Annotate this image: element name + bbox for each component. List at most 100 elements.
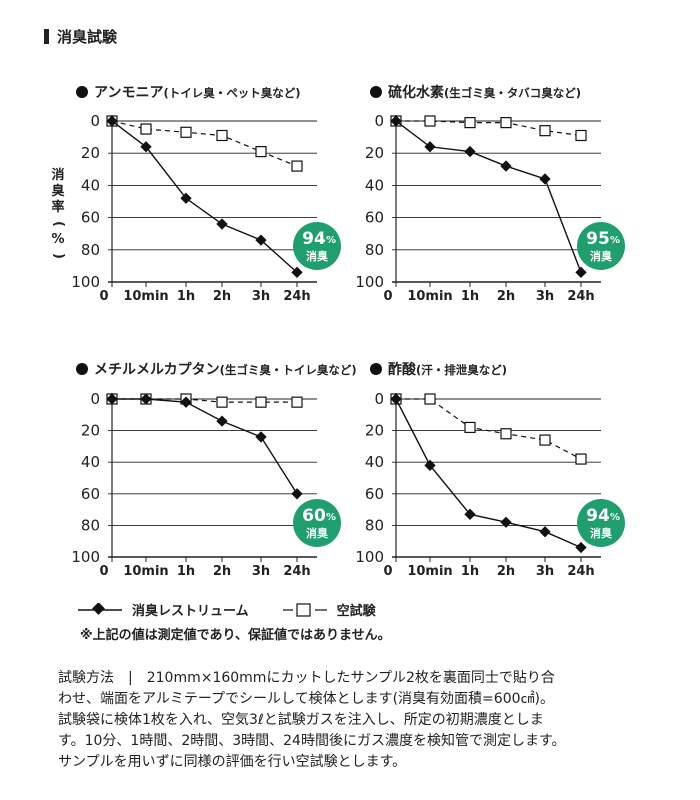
point-product xyxy=(390,393,402,405)
y-tick-label: 20 xyxy=(81,422,100,440)
series-line-product xyxy=(395,120,582,273)
point-product xyxy=(216,415,228,427)
x-tick-label: 1h xyxy=(461,289,479,304)
badge-value: 95 xyxy=(586,229,610,249)
point-product xyxy=(255,234,267,246)
x-tick-label: 3h xyxy=(536,289,554,304)
point-product xyxy=(500,516,512,528)
disclaimer-note: ※上記の値は測定値であり、保証値ではありません。 xyxy=(80,628,391,643)
series-line-blank xyxy=(111,120,298,167)
result-badge: 94 % 消臭 xyxy=(293,222,341,270)
y-tick-label: 80 xyxy=(81,241,100,259)
x-tick-label: 1h xyxy=(177,289,195,304)
point-product xyxy=(180,192,192,204)
badge-value: 60 xyxy=(302,506,326,526)
x-tick-label: 24h xyxy=(283,564,310,579)
y-tick-label: 0 xyxy=(90,390,100,408)
x-tick-label: 2h xyxy=(213,564,231,579)
y-tick-label: 60 xyxy=(365,209,384,227)
point-blank xyxy=(539,434,551,446)
method-line-2: わせ、端面をアルミテープでシールして検体とします(消臭有効面積=600㎠)。 xyxy=(58,691,554,707)
point-blank xyxy=(180,126,192,138)
point-blank xyxy=(216,396,228,408)
point-product xyxy=(500,160,512,172)
point-blank xyxy=(500,117,512,129)
badge-unit: % xyxy=(610,235,620,246)
x-tick-label: 10min xyxy=(123,564,168,579)
point-blank xyxy=(539,125,551,137)
series-line-product xyxy=(395,398,582,549)
y-tick-label: 60 xyxy=(365,485,384,503)
y-tick-label: 60 xyxy=(81,485,100,503)
bullet-icon xyxy=(370,86,382,98)
badge-label: 消臭 xyxy=(306,249,328,263)
series-line-blank xyxy=(396,120,582,137)
point-product xyxy=(216,218,228,230)
bullet-icon xyxy=(76,86,88,98)
point-product xyxy=(140,141,152,153)
point-blank xyxy=(464,421,476,434)
y-tick-label: 40 xyxy=(81,453,100,471)
x-tick-label: 10min xyxy=(407,564,452,579)
point-product xyxy=(424,141,436,153)
x-tick-label: 24h xyxy=(567,564,594,579)
y-tick-label: 80 xyxy=(365,516,384,534)
point-product xyxy=(255,431,267,443)
legend-product-label: 消臭レストリューム xyxy=(132,604,249,619)
chart-title-hydrogen-sulfide: 硫化水素(生ゴミ臭・タバコ臭など) xyxy=(370,82,581,102)
point-blank xyxy=(140,123,152,135)
point-product xyxy=(180,396,192,408)
chart-title-methyl-mercaptan: メチルメルカプタン(生ゴミ臭・トイレ臭など) xyxy=(76,359,357,379)
point-product xyxy=(539,526,551,538)
section-title: 消臭試験 xyxy=(44,26,117,47)
y-tick-label: 100 xyxy=(355,273,384,291)
section-title-text: 消臭試験 xyxy=(57,28,118,46)
x-tick-label: 10min xyxy=(407,289,452,304)
bullet-icon xyxy=(76,363,88,375)
y-tick-label: 80 xyxy=(365,241,384,259)
y-tick-label: 100 xyxy=(355,548,384,566)
point-blank xyxy=(424,393,436,405)
badge-unit: % xyxy=(326,512,336,523)
badge-circle xyxy=(577,222,625,270)
result-badge: 94 % 消臭 xyxy=(577,499,625,547)
x-tick-label: 3h xyxy=(252,289,270,304)
y-tick-label: 60 xyxy=(81,209,100,227)
x-tick-label: 2h xyxy=(497,564,515,579)
y-tick-label: 20 xyxy=(81,144,100,162)
point-product xyxy=(539,173,551,185)
badge-label: 消臭 xyxy=(306,526,328,540)
point-product xyxy=(291,266,303,278)
series-line-product xyxy=(112,398,298,495)
point-product xyxy=(575,541,587,554)
point-blank xyxy=(291,160,303,172)
result-badge: 95 % 消臭 xyxy=(577,222,625,270)
x-tick-label: 24h xyxy=(283,289,310,304)
x-tick-label: 1h xyxy=(461,564,479,579)
method-line-4: す。10分、1時間、2時間、3時間、24時間後にガス濃度を検知管で測定します。 xyxy=(58,733,566,749)
y-tick-label: 80 xyxy=(81,516,100,534)
x-tick-label: 3h xyxy=(536,564,554,579)
x-tick-label: 0 xyxy=(99,289,108,304)
series-line-product xyxy=(111,120,298,273)
point-product xyxy=(575,266,587,278)
legend-item-blank: 空試験 xyxy=(282,600,376,619)
y-tick-label: 100 xyxy=(71,273,100,291)
badge-circle xyxy=(293,222,341,270)
y-tick-label: 40 xyxy=(365,453,384,471)
x-tick-label: 2h xyxy=(497,289,515,304)
chart-title-acetic-acid: 酢酸(汗・排泄臭など) xyxy=(370,359,507,379)
result-badge: 60 % 消臭 xyxy=(293,499,341,547)
y-tick-label: 40 xyxy=(81,176,100,194)
y-tick-label: 100 xyxy=(71,548,100,566)
point-blank xyxy=(575,129,587,142)
method-line-1: 試験方法 | 210mm×160mmにカットしたサンプル2枚を裏面同士で貼り合 xyxy=(58,670,555,686)
badge-value: 94 xyxy=(586,506,610,526)
method-line-5: サンプルを用いずに同様の評価を行い空試験とします。 xyxy=(58,754,407,770)
legend: 消臭レストリューム 空試験 xyxy=(78,600,410,619)
